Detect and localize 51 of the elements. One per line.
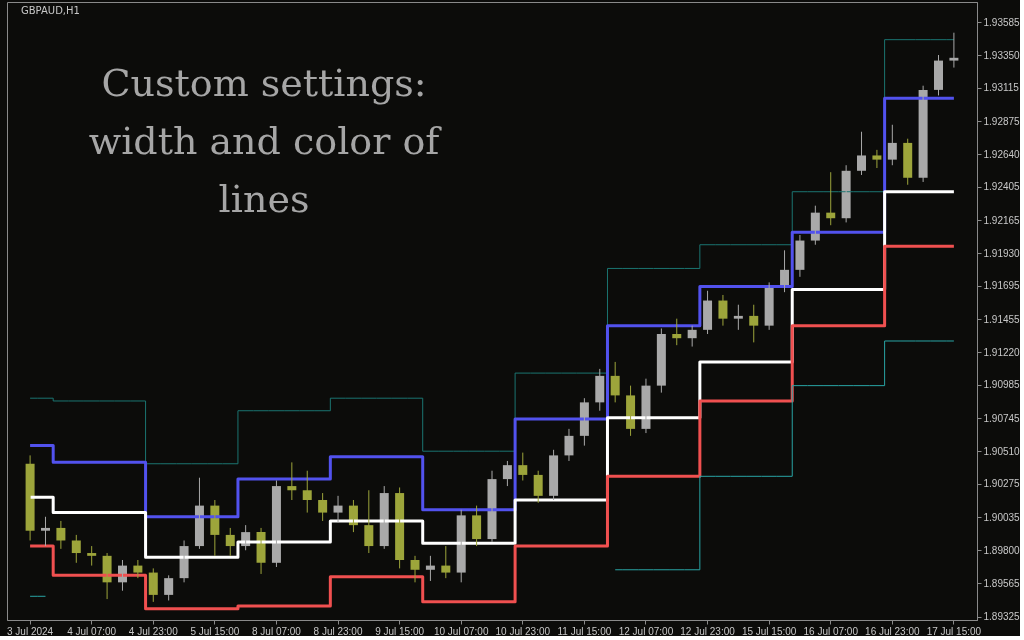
y-tick-label: 1.92165 [983,214,1021,226]
y-tick-label: 1.91220 [983,346,1021,358]
x-tick-label: 16 Jul 07:00 [803,625,859,637]
candlestick [318,492,328,522]
candlestick [518,452,528,481]
y-tick-label: 1.90745 [983,412,1021,424]
candlestick [472,505,482,547]
x-tick-label: 5 Jul 15:00 [190,625,240,637]
y-tick-label: 1.93350 [983,49,1021,61]
y-tick-label: 1.89325 [983,611,1021,623]
chart-title: GBPAUD,H1 [21,5,80,16]
x-tick-label: 16 Jul 23:00 [865,625,920,637]
y-tick-label: 1.91455 [983,313,1021,325]
y-tick-label: 1.91930 [983,247,1021,259]
y-tick-label: 1.90985 [983,379,1021,391]
y-tick-label: 1.92875 [983,115,1021,127]
candlestick [40,516,50,547]
x-tick-label: 15 Jul 15:00 [741,625,797,637]
candlestick [857,131,867,176]
x-tick-label: 4 Jul 23:00 [128,625,179,637]
x-tick-label: 10 Jul 07:00 [433,625,489,637]
y-tick-label: 1.91695 [983,280,1021,292]
annotation: Custom settings: width and color of lines [88,61,443,221]
candlestick [549,449,559,501]
x-tick-label: 9 Jul 15:00 [375,625,425,637]
x-tick-label: 11 Jul 15:00 [557,625,612,637]
candlestick [749,304,759,343]
x-tick-label: 4 Jul 07:00 [67,625,117,637]
candlestick [164,574,174,601]
y-tick-label: 1.90035 [983,511,1021,523]
y-tick-label: 1.90275 [983,478,1021,490]
y-tick-label: 1.93115 [983,82,1020,94]
x-tick-label: 12 Jul 23:00 [680,625,736,637]
candlestick [872,149,882,169]
candlestick [733,304,743,331]
x-tick-label: 12 Jul 07:00 [618,625,674,637]
candlestick [887,124,897,166]
y-tick-label: 1.89800 [983,544,1021,556]
candlestick [71,534,81,564]
y-tick-label: 1.90510 [983,445,1021,457]
y-tick-label: 1.92640 [983,148,1021,160]
candlestick [87,545,97,567]
y-tick-label: 1.92405 [983,181,1021,193]
x-tick-label: 3 Jul 2024 [7,625,54,637]
y-tick-label: 1.93585 [983,16,1021,28]
y-tick-label: 1.89565 [983,577,1021,589]
x-tick-label: 8 Jul 07:00 [251,625,302,637]
candlestick [302,470,312,514]
x-tick-label: 10 Jul 23:00 [495,625,551,637]
x-tick-label: 17 Jul 15:00 [926,625,982,637]
x-tick-label: 8 Jul 23:00 [313,625,363,637]
